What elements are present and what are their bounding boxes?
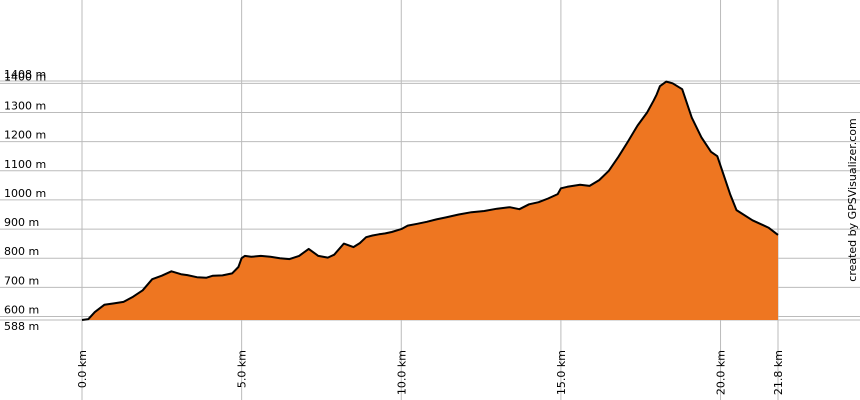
x-tick-label-15-0-km: 15.0 km: [555, 350, 568, 395]
y-tick-label-1300-m: 1300 m: [4, 99, 46, 112]
y-tick-label-1408-m: 1408 m: [4, 68, 46, 81]
elevation-area: [82, 81, 778, 320]
y-tick-label-1100-m: 1100 m: [4, 158, 46, 171]
x-tick-label-0-0-km: 0.0 km: [76, 350, 89, 388]
y-tick-label-1400-m: 1400 m: [4, 70, 46, 83]
credit-text: created by GPSVisualizer.com: [846, 118, 859, 281]
elevation-line: [81, 80, 779, 321]
y-tick-label-588-m: 588 m: [4, 320, 39, 333]
y-tick-labels: 588 m 600 m 700 m 800 m 900 m 1000 m 1100 m 120…: [4, 68, 46, 333]
x-tick-label-5-0-km: 5.0 km: [236, 350, 249, 388]
x-tick-label-21-8-km: 21.8 km: [772, 350, 785, 395]
x-tick-labels: 0.0 km 5.0 km 10.0 km 15.0 km 20.0 km 21.8 km: [76, 350, 785, 395]
x-tick-label-20-0-km: 20.0 km: [715, 350, 728, 395]
y-tick-label-800-m: 800 m: [4, 245, 39, 258]
y-tick-label-900-m: 900 m: [4, 216, 39, 229]
y-tick-label-1200-m: 1200 m: [4, 129, 46, 142]
x-tick-label-10-0-km: 10.0 km: [395, 350, 408, 395]
y-tick-label-1000-m: 1000 m: [4, 187, 46, 200]
y-tick-label-600-m: 600 m: [4, 304, 39, 317]
y-tick-label-700-m: 700 m: [4, 274, 39, 287]
